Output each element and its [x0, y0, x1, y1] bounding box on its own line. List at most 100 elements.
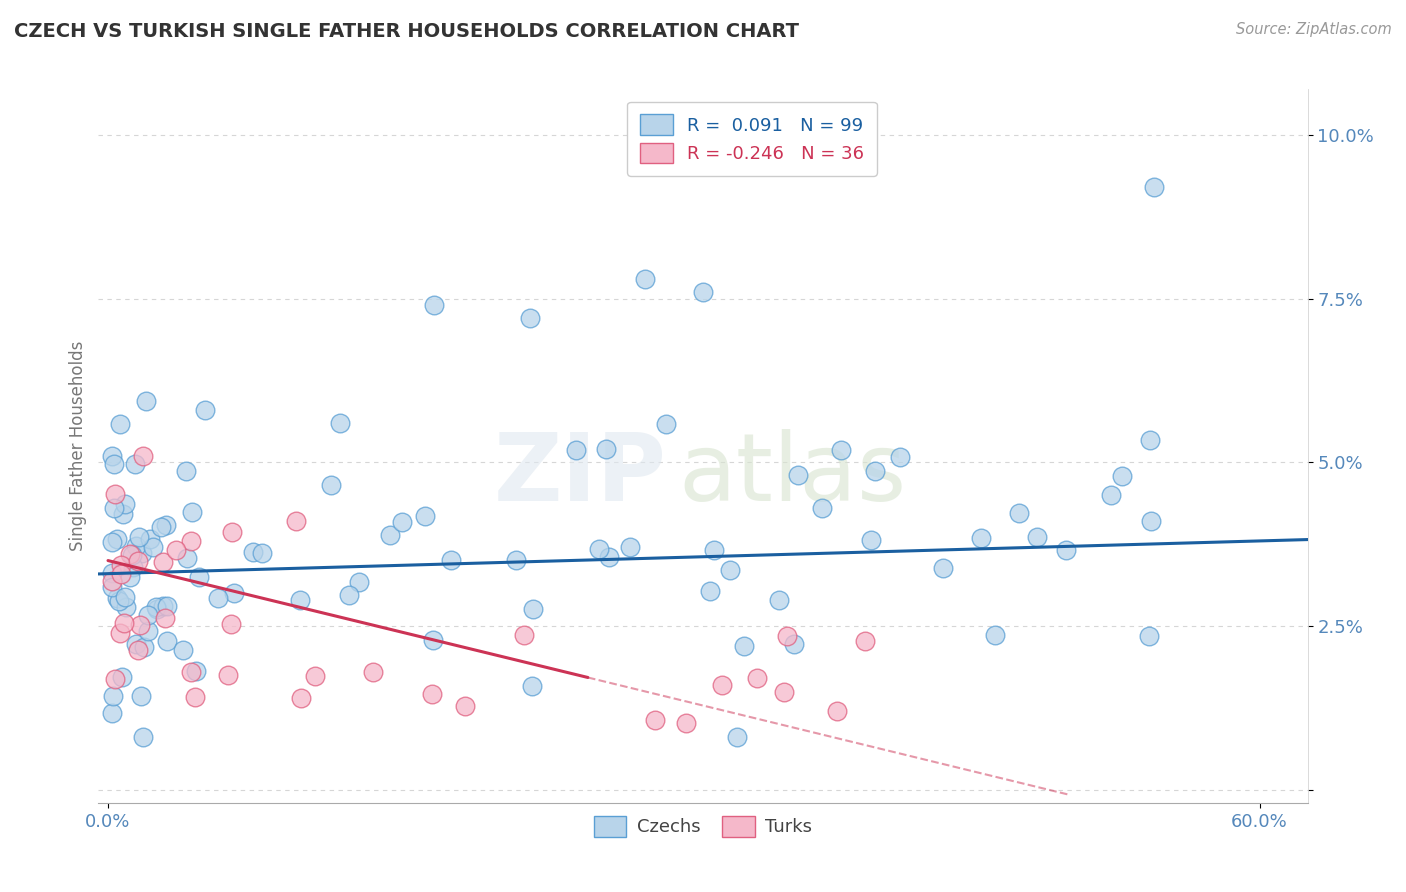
Point — [1054, 543, 1077, 558]
Point — [505, 553, 527, 567]
Point — [860, 533, 883, 547]
Point — [129, 690, 152, 704]
Point — [768, 592, 790, 607]
Point — [564, 443, 586, 458]
Point — [207, 591, 229, 605]
Point — [186, 664, 208, 678]
Point — [121, 548, 143, 562]
Point — [1008, 506, 1031, 520]
Point — [184, 690, 207, 704]
Point — [519, 311, 541, 326]
Point — [150, 520, 173, 534]
Point — [145, 600, 167, 615]
Point — [378, 528, 401, 542]
Point — [932, 561, 955, 575]
Point — [1111, 468, 1133, 483]
Point — [176, 463, 198, 477]
Point — [132, 731, 155, 745]
Point — [101, 574, 124, 589]
Point — [634, 272, 657, 286]
Point — [105, 533, 128, 547]
Point — [1099, 488, 1122, 502]
Point — [595, 442, 617, 457]
Point — [224, 586, 246, 600]
Point — [155, 610, 177, 624]
Point — [101, 689, 124, 703]
Point — [152, 599, 174, 613]
Point — [105, 591, 128, 605]
Point — [101, 535, 124, 549]
Point — [103, 457, 125, 471]
Point — [125, 637, 148, 651]
Point — [863, 464, 886, 478]
Point — [128, 617, 150, 632]
Point — [349, 575, 371, 590]
Point — [108, 594, 131, 608]
Point — [136, 608, 159, 623]
Point — [131, 449, 153, 463]
Point — [125, 539, 148, 553]
Point — [692, 285, 714, 300]
Point — [139, 532, 162, 546]
Point — [588, 542, 610, 557]
Point — [114, 590, 136, 604]
Point — [1140, 514, 1163, 528]
Point — [285, 514, 308, 528]
Point — [110, 558, 132, 572]
Point — [128, 530, 150, 544]
Text: atlas: atlas — [679, 428, 907, 521]
Point — [319, 478, 342, 492]
Point — [675, 715, 697, 730]
Text: ZIP: ZIP — [494, 428, 666, 521]
Point — [655, 417, 678, 432]
Point — [889, 450, 911, 464]
Point — [180, 665, 202, 679]
Point — [124, 457, 146, 471]
Point — [420, 687, 443, 701]
Point — [120, 570, 142, 584]
Point — [180, 533, 202, 548]
Point — [422, 633, 444, 648]
Point — [156, 599, 179, 613]
Point — [101, 566, 124, 581]
Point — [221, 524, 243, 539]
Point — [219, 616, 242, 631]
Point — [772, 685, 794, 699]
Point — [188, 570, 211, 584]
Point — [413, 508, 436, 523]
Point — [1143, 180, 1166, 194]
Point — [101, 450, 124, 464]
Point — [391, 515, 413, 529]
Point — [156, 633, 179, 648]
Point — [112, 508, 135, 522]
Point — [598, 550, 620, 565]
Point — [329, 417, 352, 431]
Point — [810, 500, 832, 515]
Point — [440, 553, 463, 567]
Point — [1026, 530, 1049, 544]
Point — [114, 497, 136, 511]
Point — [146, 602, 169, 616]
Point — [711, 678, 734, 692]
Point — [127, 554, 149, 568]
Point — [110, 566, 132, 581]
Point — [725, 731, 748, 745]
Point — [152, 555, 174, 569]
Point — [155, 518, 177, 533]
Point — [136, 624, 159, 638]
Point — [830, 442, 852, 457]
Point — [115, 600, 138, 615]
Point — [983, 628, 1005, 642]
Point — [1139, 433, 1161, 447]
Point — [733, 639, 755, 653]
Point — [423, 298, 446, 312]
Point — [181, 505, 204, 519]
Point — [135, 393, 157, 408]
Point — [304, 669, 326, 683]
Point — [114, 616, 136, 631]
Legend: Czechs, Turks: Czechs, Turks — [586, 808, 820, 844]
Point — [120, 548, 142, 562]
Point — [718, 563, 741, 577]
Point — [619, 540, 641, 554]
Point — [522, 602, 544, 616]
